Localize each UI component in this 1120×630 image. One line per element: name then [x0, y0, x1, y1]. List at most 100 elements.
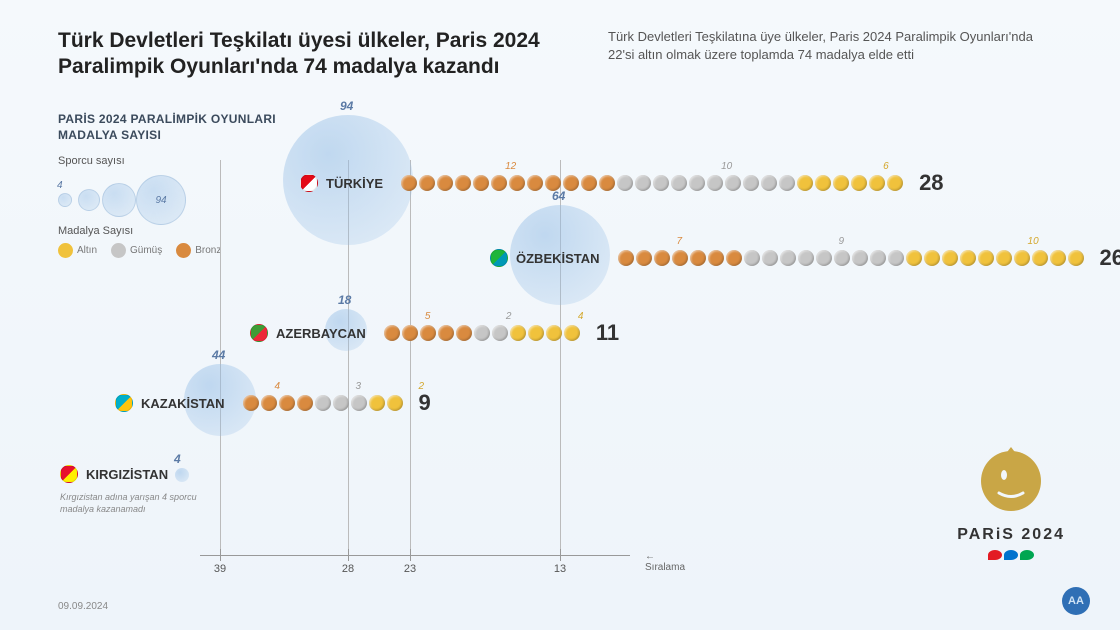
medal-icon — [473, 175, 489, 191]
medal-icon — [743, 175, 759, 191]
medal-icon — [1068, 250, 1084, 266]
medal-icon — [243, 395, 259, 411]
flag-icon — [115, 394, 133, 412]
medal-icon — [492, 325, 508, 341]
publish-date: 09.09.2024 — [58, 601, 108, 612]
medal-icon — [527, 175, 543, 191]
medal-icon — [1014, 250, 1030, 266]
medal-icon — [455, 175, 471, 191]
medal-icon — [798, 250, 814, 266]
medal-icon — [599, 175, 615, 191]
medal-icon — [870, 250, 886, 266]
paris2024-flame-icon — [971, 435, 1051, 515]
medal-icon — [779, 175, 795, 191]
medal-icon — [438, 325, 454, 341]
country-name: AZERBAYCAN — [276, 326, 366, 341]
medal-icon — [369, 395, 385, 411]
athlete-count: 44 — [212, 348, 225, 362]
flag-icon — [490, 249, 508, 267]
medal-strip: 7910 — [618, 250, 1084, 266]
medal-icon — [384, 325, 400, 341]
medal-icon — [261, 395, 277, 411]
medal-icon — [761, 175, 777, 191]
guide-line — [410, 160, 411, 555]
medal-count: 4 — [578, 311, 584, 322]
country-row: KIRGIZİSTAN — [60, 465, 186, 483]
medal-count: 4 — [275, 381, 281, 392]
medal-icon — [960, 250, 976, 266]
medal-icon — [636, 250, 652, 266]
paris2024-text: PARiS 2024 — [957, 526, 1065, 544]
medal-icon — [635, 175, 651, 191]
medal-count: 2 — [506, 311, 512, 322]
medal-icon — [419, 175, 435, 191]
medal-icon — [744, 250, 760, 266]
agito-icon — [1020, 550, 1034, 560]
agitos-icon — [957, 550, 1065, 560]
medal-icon — [617, 175, 633, 191]
medal-count: 10 — [721, 161, 732, 172]
axis-tick-label: 28 — [342, 563, 354, 575]
medal-icon — [816, 250, 832, 266]
axis-tick-label: 39 — [214, 563, 226, 575]
kyrgyzstan-note: Kırgızistan adına yarışan 4 sporcu madal… — [60, 492, 210, 515]
medal-icon — [834, 250, 850, 266]
agito-icon — [988, 550, 1002, 560]
flag-icon — [60, 465, 78, 483]
medal-icon — [581, 175, 597, 191]
medal-icon — [797, 175, 813, 191]
country-row: TÜRKİYE1210628 — [300, 170, 944, 196]
medal-icon — [833, 175, 849, 191]
ranking-axis: 39282313← Sıralama — [200, 555, 630, 575]
medal-icon — [279, 395, 295, 411]
medal-count: 5 — [425, 311, 431, 322]
medal-icon — [924, 250, 940, 266]
medal-icon — [401, 175, 417, 191]
medal-icon — [780, 250, 796, 266]
athlete-count: 4 — [174, 452, 181, 466]
medal-icon — [653, 175, 669, 191]
medal-strip: 12106 — [401, 175, 903, 191]
medal-icon — [491, 175, 507, 191]
medal-icon — [420, 325, 436, 341]
axis-title: ← Sıralama — [645, 551, 685, 573]
medal-icon — [351, 395, 367, 411]
athlete-count: 64 — [552, 189, 565, 203]
medal-strip: 432 — [243, 395, 403, 411]
medal-icon — [996, 250, 1012, 266]
medal-icon — [672, 250, 688, 266]
medal-icon — [546, 325, 562, 341]
medal-icon — [851, 175, 867, 191]
flag-icon — [250, 324, 268, 342]
country-name: KAZAKİSTAN — [141, 396, 225, 411]
medal-icon — [815, 175, 831, 191]
medal-icon — [474, 325, 490, 341]
medal-icon — [510, 325, 526, 341]
medal-icon — [708, 250, 724, 266]
medal-icon — [563, 175, 579, 191]
medal-icon — [564, 325, 580, 341]
medal-icon — [387, 395, 403, 411]
aa-logo: AA — [1062, 587, 1090, 615]
athlete-count: 18 — [338, 293, 351, 307]
medal-count: 7 — [677, 236, 683, 247]
medal-count: 9 — [839, 236, 845, 247]
medal-icon — [888, 250, 904, 266]
medal-icon — [671, 175, 687, 191]
medal-icon — [906, 250, 922, 266]
medal-icon — [1032, 250, 1048, 266]
medal-icon — [887, 175, 903, 191]
medal-icon — [869, 175, 885, 191]
paris2024-logo: PARiS 2024 — [957, 435, 1065, 560]
medal-icon — [333, 395, 349, 411]
axis-tick-label: 23 — [404, 563, 416, 575]
medal-strip: 524 — [384, 325, 580, 341]
total-medals: 9 — [419, 390, 431, 416]
total-medals: 28 — [919, 170, 943, 196]
medal-icon — [297, 395, 313, 411]
medal-chart: 94TÜRKİYE121062864ÖZBEKİSTAN79102618AZER… — [0, 0, 1120, 630]
medal-count: 6 — [883, 161, 889, 172]
medal-icon — [528, 325, 544, 341]
medal-icon — [456, 325, 472, 341]
axis-tick-label: 13 — [554, 563, 566, 575]
